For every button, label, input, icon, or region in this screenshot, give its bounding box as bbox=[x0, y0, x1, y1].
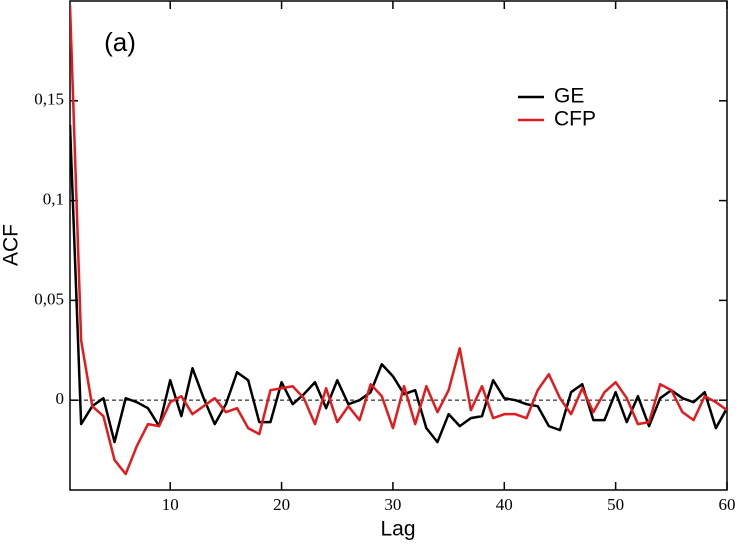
panel-label: (a) bbox=[104, 27, 136, 57]
x-axis-label: Lag bbox=[380, 518, 415, 541]
legend-label: CFP bbox=[554, 108, 596, 131]
x-tick-label: 50 bbox=[607, 495, 624, 514]
data-line bbox=[70, 124, 727, 444]
y-tick-label: 0,15 bbox=[34, 90, 64, 109]
x-tick-label: 40 bbox=[496, 495, 513, 514]
y-tick-label: 0,1 bbox=[43, 189, 64, 208]
plot-frame bbox=[69, 0, 728, 491]
x-tick-label: 20 bbox=[273, 495, 290, 514]
y-tick-label: 0 bbox=[56, 389, 65, 408]
x-tick-label: 10 bbox=[162, 495, 179, 514]
x-tick-label: 60 bbox=[719, 495, 736, 514]
x-tick-label: 30 bbox=[384, 495, 401, 514]
y-tick-label: 0,05 bbox=[34, 289, 64, 308]
legend-label: GE bbox=[554, 85, 584, 108]
y-axis-label: ACF bbox=[0, 224, 23, 266]
data-line bbox=[70, 4, 727, 476]
